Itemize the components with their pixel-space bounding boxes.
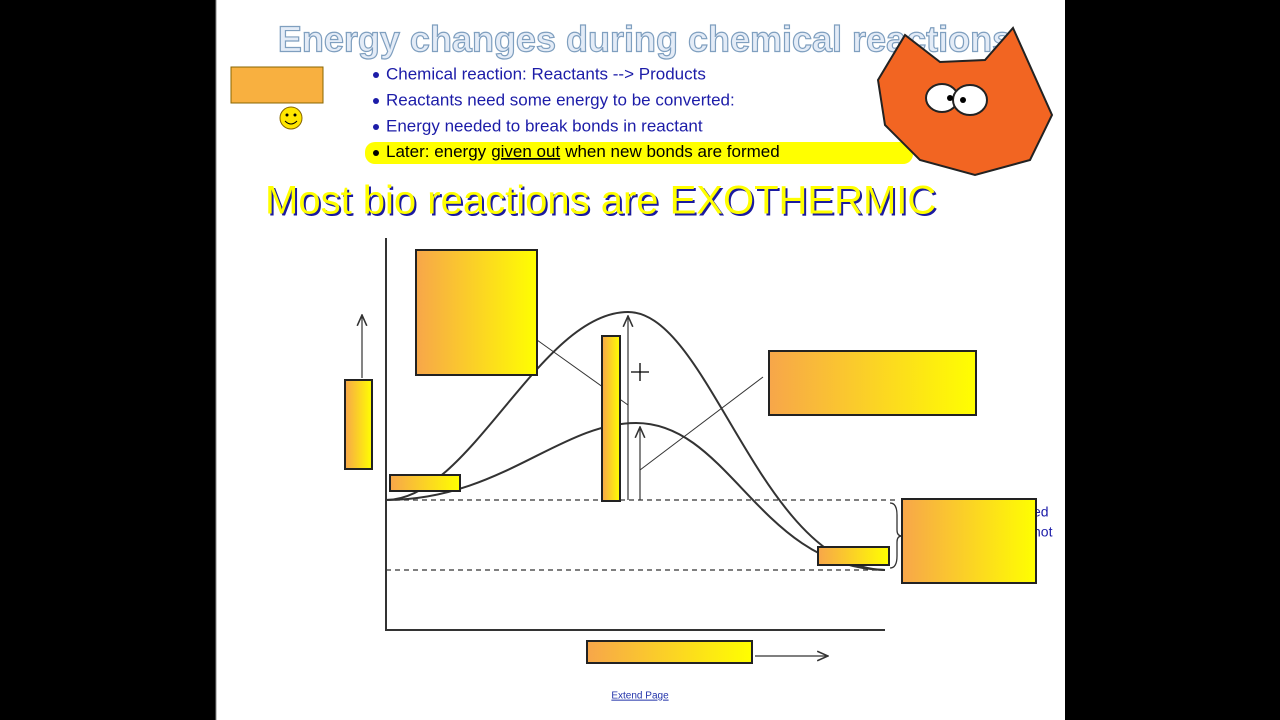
bullet-part: when new bonds are formed bbox=[564, 142, 780, 161]
highlight bbox=[365, 142, 913, 164]
smiley bbox=[279, 106, 303, 130]
bullet-dot bbox=[373, 150, 379, 156]
cut-text: hot bbox=[1033, 524, 1053, 540]
label-boxes bbox=[344, 249, 977, 664]
heading: Most bio reactions are EXOTHERMIC bbox=[265, 179, 936, 223]
bullet: Reactants need some energy to be convert… bbox=[386, 90, 735, 109]
move-cursor bbox=[631, 363, 649, 381]
title: Energy changes during chemical reactions bbox=[278, 19, 1012, 60]
label-box bbox=[901, 498, 1037, 584]
bullet: Chemical reaction: Reactants --> Product… bbox=[386, 64, 706, 83]
bullet-dot bbox=[373, 124, 379, 130]
bullet-part: given out bbox=[491, 142, 560, 161]
note-box bbox=[230, 66, 324, 104]
bullet: Energy needed to break bonds in reactant bbox=[386, 116, 703, 135]
bullet-dot bbox=[373, 72, 379, 78]
heading-shadow: Most bio reactions are EXOTHERMIC bbox=[267, 181, 938, 225]
cat-mascot bbox=[876, 26, 1054, 177]
bullet-dot bbox=[373, 98, 379, 104]
extend-page-link[interactable]: Extend Page bbox=[611, 691, 669, 702]
bullet: Later: energy given out when new bonds are… bbox=[386, 142, 780, 161]
bullet-part: Later: energy bbox=[386, 142, 487, 161]
